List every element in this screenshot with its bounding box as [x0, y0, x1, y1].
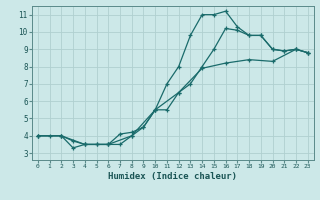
X-axis label: Humidex (Indice chaleur): Humidex (Indice chaleur)	[108, 172, 237, 181]
